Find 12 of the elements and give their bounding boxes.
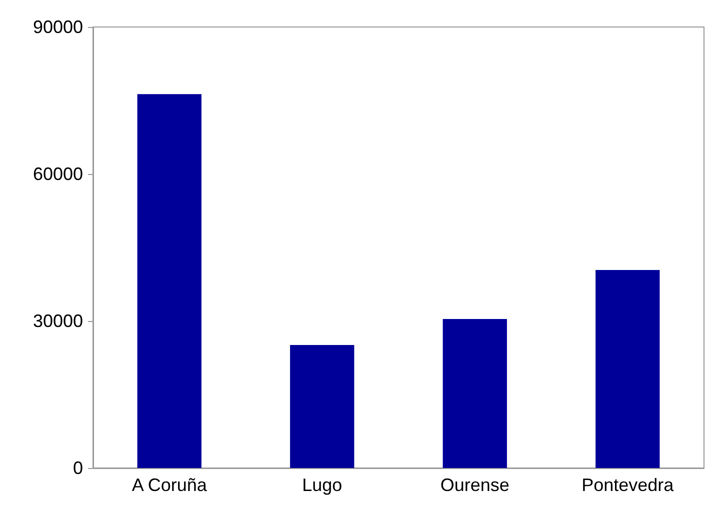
bar [137,94,202,468]
x-tick-label: Lugo [302,475,342,495]
y-tick-label: 0 [72,458,83,478]
bar [290,345,354,468]
x-tick-label: Pontevedra [582,475,675,495]
x-tick-label: Ourense [440,475,510,495]
y-tick-label: 60000 [32,164,83,184]
x-tick-label: A Coruña [132,475,208,495]
y-tick-label: 90000 [32,17,83,37]
bar [596,270,660,468]
y-tick-label: 30000 [32,311,83,331]
bar [442,319,507,468]
